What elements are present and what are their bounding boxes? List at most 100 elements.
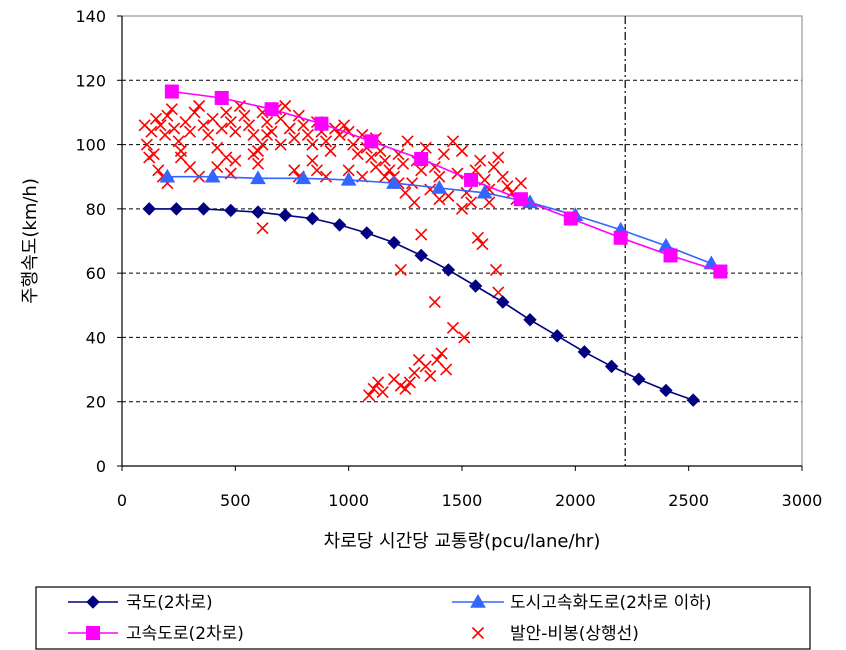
series-3-point-15 (193, 99, 206, 113)
series-3-point-56 (378, 154, 391, 167)
legend-box (35, 586, 811, 650)
series-3-point-16 (197, 119, 210, 132)
series-3-point-6 (159, 128, 172, 141)
series-3-point-118 (256, 222, 269, 235)
series-3-point-40 (306, 138, 319, 151)
series-3-point-129 (367, 382, 380, 395)
series-3-point-138 (419, 360, 432, 373)
series-3-point-57 (383, 164, 396, 177)
series-3-point-60 (397, 157, 410, 170)
series-2-point-10 (663, 248, 678, 263)
series-3-point-140 (431, 353, 444, 366)
series-3-point-131 (376, 386, 389, 399)
series-3-point-123 (458, 331, 471, 344)
legend-label-3: 발안-비봉(상행선) (510, 624, 639, 644)
legend-marker-0 (86, 595, 100, 609)
series-3-point-135 (403, 376, 416, 389)
x-tick-label-1: 500 (220, 491, 251, 510)
series-1-point-1 (204, 168, 221, 183)
series-3-point-130 (372, 376, 385, 389)
series-2-point-5 (414, 152, 429, 167)
x-tick-label-4: 2000 (555, 491, 596, 510)
series-3-point-68 (433, 170, 446, 183)
series-0-point-1 (169, 202, 184, 216)
series-3-point-18 (206, 112, 219, 125)
series-2-point-3 (314, 116, 329, 131)
series-1-point-0 (159, 168, 176, 183)
series-3-point-93 (143, 151, 156, 164)
series-3-point-77 (474, 154, 487, 167)
series-3-point-126 (489, 263, 503, 276)
series-0-point-15 (550, 329, 564, 343)
series-2-point-4 (364, 134, 379, 149)
series-3-point-111 (306, 154, 319, 167)
series-3-point-105 (251, 157, 265, 170)
series-0-point-16 (577, 345, 592, 359)
series-3-point-19 (211, 141, 224, 154)
series-3-point-61 (401, 135, 414, 148)
series-3-point-71 (446, 135, 459, 148)
series-3-point-10 (172, 135, 185, 148)
series-3-point-20 (215, 122, 228, 135)
legend-marker-2 (86, 626, 100, 640)
series-3-point-141 (435, 347, 448, 360)
series-3-point-26 (242, 119, 255, 132)
series-3-point-81 (492, 151, 505, 164)
series-3-point-107 (261, 128, 274, 141)
series-0 (142, 202, 700, 407)
x-tick-label-0: 0 (117, 491, 127, 510)
series-3-point-80 (487, 161, 500, 174)
series-3-point-88 (455, 202, 469, 215)
series-1-point-3 (295, 170, 312, 185)
series-1-point-2 (250, 170, 266, 185)
series-3-point-47 (338, 119, 351, 132)
series-3-point-1 (145, 125, 158, 138)
y-tick-label-5: 100 (75, 136, 106, 155)
series-3-point-34 (279, 99, 292, 113)
series-3-point-101 (220, 151, 233, 164)
series-0-point-5 (278, 208, 292, 222)
y-tick-label-2: 40 (86, 328, 106, 347)
series-3-point-113 (319, 170, 333, 183)
series-3-point-36 (288, 132, 301, 145)
series-3-point-8 (165, 103, 178, 116)
ticks: 0 20 40 60 80 100 120 140 0 500 1000 1500 2000 2500 30… (75, 7, 822, 510)
series-3-point-97 (174, 151, 187, 164)
series-3-point-86 (514, 177, 527, 190)
series-3-point-120 (415, 228, 428, 241)
series-2-point-11 (713, 264, 728, 279)
series-0-point-10 (414, 248, 428, 263)
series-3-point-112 (310, 164, 323, 177)
legend: 국도(2차로) 도시고속화도로(2차로 이하) 고속도로(2차로) 발안-비봉(상행선… (35, 586, 811, 650)
x-tick-label-6: 3000 (782, 491, 823, 510)
marks (138, 84, 728, 407)
series-3-point-128 (363, 389, 376, 402)
series-0-point-2 (196, 202, 211, 216)
series-0-point-0 (142, 202, 156, 216)
series-3-point-74 (460, 186, 473, 199)
legend-label-0: 국도(2차로) (126, 593, 213, 613)
series-0-point-3 (224, 203, 238, 218)
y-tick-label-6: 120 (75, 71, 106, 90)
series-3-point-103 (229, 154, 242, 167)
series-0-point-8 (360, 226, 374, 240)
series-3-point-39 (301, 128, 314, 141)
series-3-point-125 (476, 238, 489, 251)
series-3-point-75 (465, 196, 478, 209)
series-3-point-12 (179, 116, 192, 129)
series-0-point-17 (604, 359, 619, 374)
series-3-point-64 (415, 164, 428, 177)
series-2-point-7 (513, 192, 528, 207)
legend-marker-1 (470, 593, 486, 608)
series-1-point-5 (386, 175, 402, 189)
series-3-point-30 (261, 116, 274, 129)
series-3-point-53 (365, 151, 378, 164)
series-3-point-23 (229, 125, 242, 138)
series-3-point-139 (424, 369, 437, 383)
series-2-point-6 (464, 172, 479, 187)
series-2-point-8 (563, 211, 578, 226)
series-3-point-44 (324, 144, 337, 158)
series-3-point-87 (483, 196, 496, 209)
series-3-point-22 (224, 116, 237, 129)
series-2-point-1 (214, 90, 229, 105)
